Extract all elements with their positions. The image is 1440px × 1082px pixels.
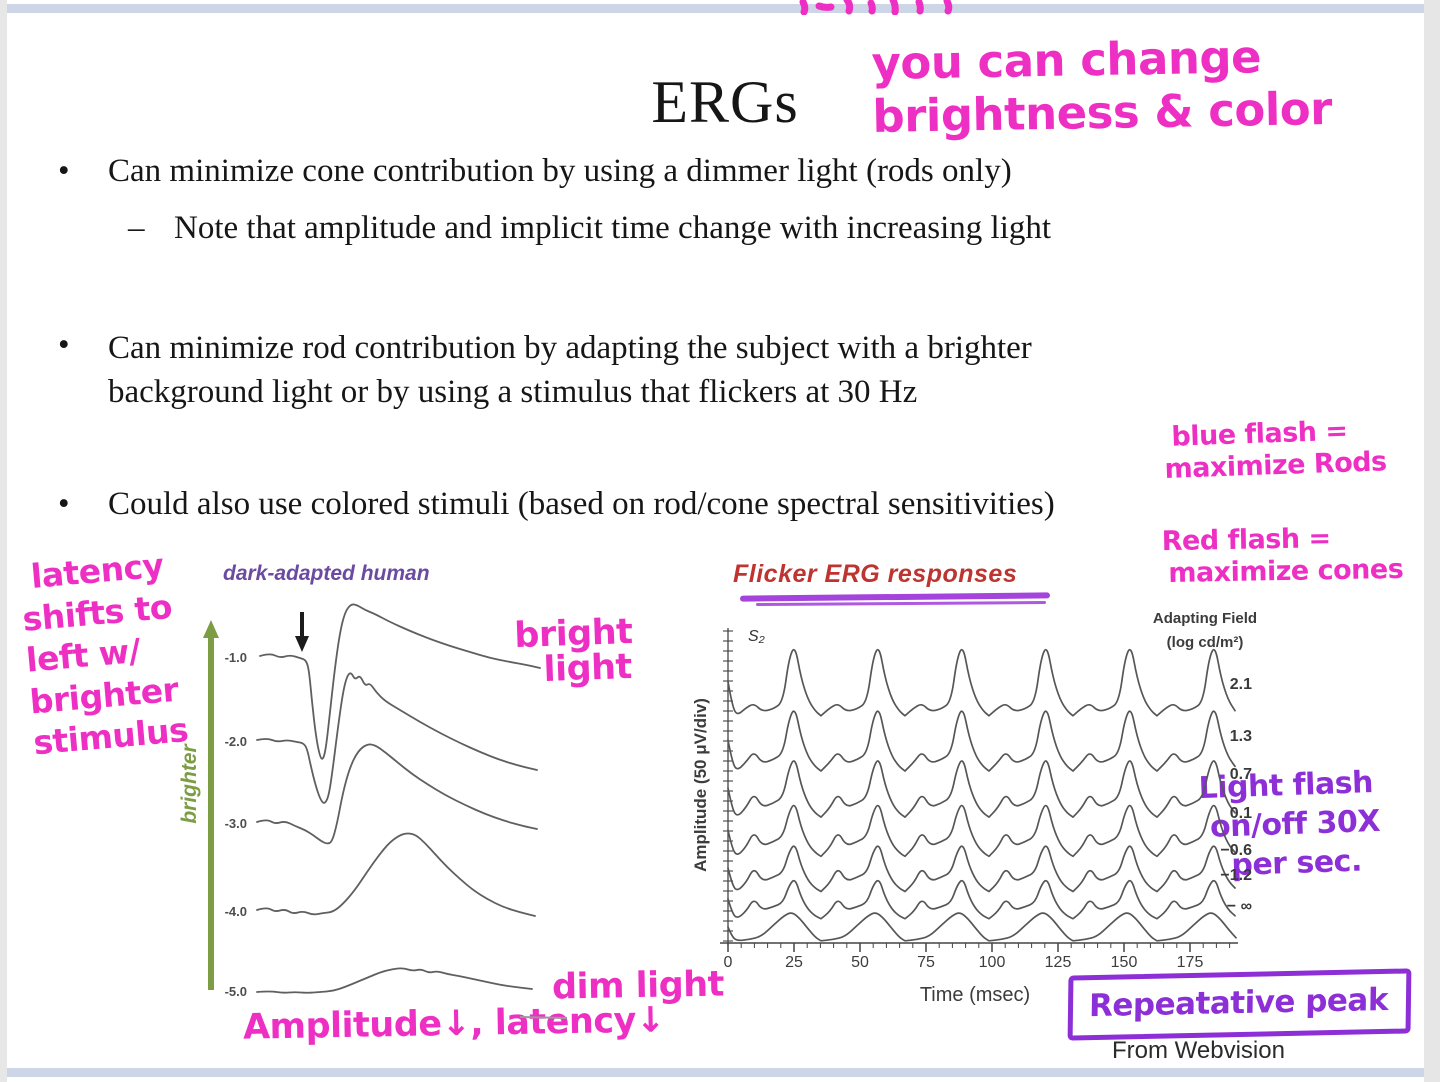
x-tick-label: 50: [851, 954, 869, 971]
bullet-3-text: Could also use colored stimuli (based on…: [108, 486, 1055, 522]
figure-credit: From Webvision: [1112, 1037, 1285, 1064]
x-tick-labels: 0 25 50 75 100 125 150 175: [724, 954, 1204, 971]
trace-label: -3.0: [225, 816, 247, 831]
x-tick-label: 75: [917, 954, 935, 971]
top-border-band: [7, 4, 1424, 13]
brighter-axis-label: brighter: [178, 744, 201, 824]
right-edge-strip: [1424, 0, 1440, 1082]
dark-adapted-erg-figure: dark-adapted human -1.0 -2.0 -3.0 -4.0 -…: [203, 562, 568, 1019]
trace-label: -4.0: [225, 904, 247, 919]
bullet-glyph: •: [58, 486, 70, 522]
adapting-level: −1.2: [1220, 867, 1252, 884]
note-line: Repeatative peak: [1088, 981, 1389, 1025]
adapting-level: 2.1: [1229, 676, 1252, 693]
amplitude-ruler: [723, 628, 733, 945]
adapting-level: −0.6: [1220, 842, 1252, 859]
flicker-figure-title: Flicker ERG responses: [733, 560, 1018, 588]
bullet-3: • Could also use colored stimuli (based …: [58, 486, 1298, 523]
trace-label: -1.0: [225, 650, 247, 665]
flicker-traces: [727, 648, 1237, 942]
note-change-brightness-color: you can change brightness & color: [871, 29, 1332, 143]
x-tick-label: 25: [785, 954, 803, 971]
note-line: you can change: [871, 30, 1262, 91]
adapting-field-units: (log cd/m²): [1166, 634, 1244, 651]
sub-bullet-1: – Note that amplitude and implicit time …: [128, 210, 1348, 247]
x-tick-label: 175: [1177, 954, 1204, 971]
left-edge-strip: [0, 0, 7, 1082]
x-tick-label: 100: [979, 954, 1006, 971]
stimulus-onset-arrow-head: [295, 636, 309, 652]
note-line: per sec.: [1230, 843, 1363, 884]
sub-bullet-1-text: Note that amplitude and implicit time ch…: [174, 210, 1052, 246]
adapting-level: − ∞: [1226, 898, 1252, 915]
dash-glyph: –: [128, 210, 145, 246]
brighter-arrow-head: [203, 620, 219, 638]
bullet-2-text: Can minimize rod contribution by adaptin…: [108, 327, 1032, 414]
note-line: maximize Rods: [1164, 446, 1388, 485]
note-blue-flash: blue flash = maximize Rods: [1164, 414, 1387, 485]
bullet-1: • Can minimize cone contribution by usin…: [58, 153, 1238, 190]
flicker-ylabel: Amplitude (50 μV/div): [691, 698, 710, 872]
x-tick-label: 0: [724, 954, 733, 971]
x-tick-label: 125: [1045, 954, 1072, 971]
note-repetitive-peak: Repeatative peak: [1067, 968, 1412, 1041]
bottom-border-band: [7, 1068, 1424, 1077]
bullet-2-line2: background light or by using a stimulus …: [108, 373, 918, 410]
baseline-dash: [519, 1016, 568, 1019]
erg-traces: [256, 603, 541, 994]
note-latency-shift: latency shifts to left w/ brighter stimu…: [17, 544, 190, 765]
top-cutoff-scribble: [799, 0, 953, 15]
bullet-2: • Can minimize rod contribution by adapt…: [58, 327, 1298, 414]
flicker-erg-figure: S₂ 0 25 50 75 100 125 150 175: [720, 628, 1238, 971]
adapting-level: 0.7: [1229, 766, 1252, 783]
bullet-glyph: •: [58, 327, 70, 363]
note-line: Red flash =: [1161, 523, 1331, 558]
bullet-2-line1: Can minimize rod contribution by adaptin…: [108, 330, 1032, 366]
x-tick-label: 150: [1111, 954, 1138, 971]
note-line: brightness & color: [872, 82, 1333, 144]
trace-label: -2.0: [225, 734, 247, 749]
bullet-1-text: Can minimize cone contribution by using …: [108, 153, 1012, 189]
page-title: ERGs: [651, 69, 799, 135]
adapting-level: 0.1: [1229, 805, 1252, 822]
flicker-xlabel: Time (msec): [919, 984, 1031, 1006]
s2-label: S₂: [748, 628, 765, 645]
bullet-glyph: •: [58, 153, 70, 189]
trace-label: -5.0: [225, 984, 247, 999]
dark-adapted-figure-title: dark-adapted human: [223, 562, 430, 585]
adapting-field-title: Adapting Field: [1152, 610, 1258, 627]
time-axis: [720, 942, 1238, 952]
adapting-level: 1.3: [1229, 728, 1252, 745]
